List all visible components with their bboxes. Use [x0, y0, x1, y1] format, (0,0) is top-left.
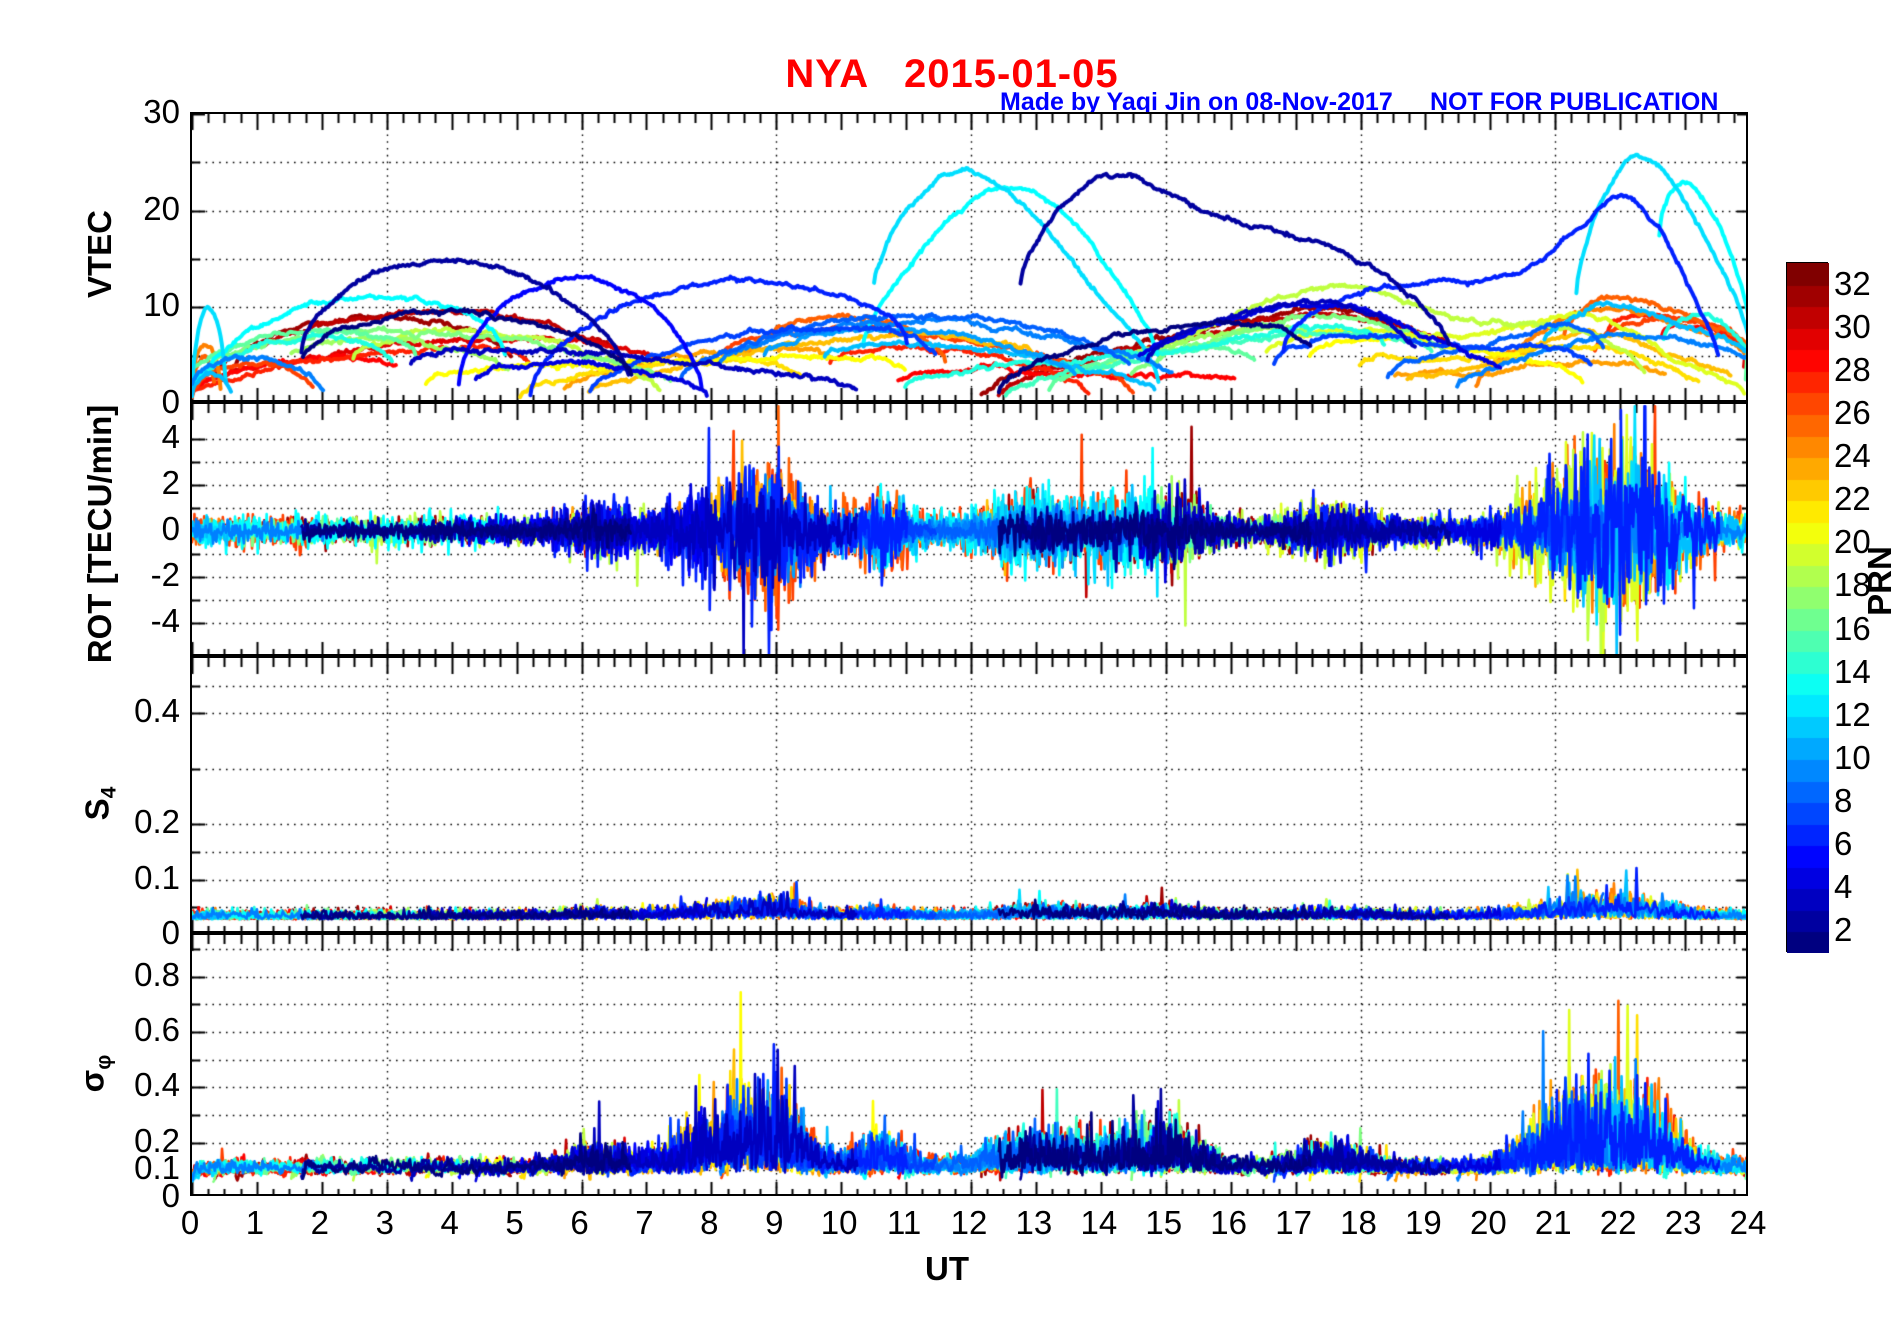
made-by-annotation: Made by Yaqi Jin on 08-Nov-2017 [1000, 88, 1393, 116]
ytick-label: 20 [143, 189, 180, 227]
ylabel-s4: S4 [78, 786, 121, 821]
colorbar-tick-label: 14 [1834, 652, 1871, 690]
xtick-label: 0 [180, 1204, 200, 1241]
yticks-rot: -4 -2 0 2 4 [120, 402, 180, 656]
colorbar-prn [1786, 262, 1829, 953]
ytick-label: 4 [161, 417, 180, 455]
colorbar-tick-label: 30 [1834, 307, 1871, 345]
xtick-label: 16 [1210, 1204, 1248, 1241]
xtick-label: 17 [1275, 1204, 1312, 1241]
xtick-label: 5 [505, 1204, 524, 1241]
yticks-vtec: 0 10 20 30 [120, 93, 180, 420]
xtick-label: 11 [886, 1204, 922, 1241]
colorbar-tick-label: 20 [1834, 523, 1871, 561]
colorbar-tick-label: 6 [1834, 825, 1853, 863]
ytick-label: 2 [161, 463, 180, 501]
yticks-s4: 0 0.1 0.2 0.4 [110, 656, 180, 951]
xtick-label: 6 [570, 1204, 589, 1241]
panel-vtec [190, 112, 1748, 402]
xtick-label: 15 [1145, 1204, 1183, 1241]
colorbar-tick-label: 18 [1834, 566, 1871, 604]
colorbar-tick-label: 26 [1834, 393, 1871, 431]
colorbar-tick-label: 12 [1834, 695, 1871, 733]
colorbar-tick-label: 28 [1834, 350, 1871, 388]
xtick-label: 4 [440, 1204, 459, 1241]
ytick-label: -2 [150, 556, 180, 594]
ytick-label: -4 [150, 602, 180, 640]
xtick-label: 21 [1534, 1204, 1572, 1241]
ytick-label: 0 [161, 914, 180, 951]
ytick-label: 0 [161, 1177, 180, 1214]
ytick-label: 10 [143, 286, 180, 324]
xtick-label: 18 [1340, 1204, 1377, 1241]
ytick-label: 0.4 [134, 692, 180, 730]
page-title: NYA 2015-01-05 [785, 52, 1119, 96]
xtick-label: 19 [1405, 1204, 1442, 1241]
xtick-label: 14 [1080, 1204, 1118, 1241]
ytick-label: 30 [143, 93, 180, 130]
ytick-label: 0.1 [134, 858, 180, 896]
panel-sigma-phi [190, 933, 1748, 1196]
not-for-publication-annotation: NOT FOR PUBLICATION [1430, 88, 1719, 116]
ytick-label: 0.2 [134, 803, 180, 841]
xtick-label: 2 [310, 1204, 330, 1241]
ytick-label: 0 [161, 510, 180, 547]
colorbar-tick-label: 16 [1834, 609, 1871, 647]
colorbar-tick-label: 22 [1834, 480, 1871, 518]
ytick-label: 0.8 [134, 955, 180, 993]
xtick-label: 7 [635, 1204, 654, 1241]
ytick-label: 0.1 [134, 1149, 180, 1187]
colorbar-tick-label: 8 [1834, 782, 1853, 820]
xtick-label: 9 [765, 1204, 784, 1241]
colorbar-label: PRN [1861, 546, 1898, 616]
panel-s4 [190, 656, 1748, 933]
xticks-ut: 0 1 2 3 4 5 6 7 8 9 10 11 12 13 14 15 16 17 18 19 20 21 22 23 24 [0, 1204, 1904, 1248]
ytick-label: 0.4 [134, 1066, 180, 1104]
ytick-label: 0 [161, 383, 180, 420]
colorbar-tick-label: 32 [1834, 264, 1871, 302]
colorbar-ticks: 2 4 6 8 10 12 14 16 18 20 22 24 26 28 30 32 [1834, 262, 1904, 952]
ytick-label: 0.6 [134, 1010, 180, 1048]
xtick-label: 12 [950, 1204, 988, 1241]
xlabel-ut: UT [925, 1250, 969, 1287]
xtick-label: 13 [1015, 1204, 1053, 1241]
panel-rot [190, 402, 1748, 656]
ylabel-sigma-phi: σφ [73, 1054, 116, 1093]
xtick-label: 20 [1469, 1204, 1507, 1241]
colorbar-tick-label: 24 [1834, 437, 1871, 475]
xtick-label: 22 [1599, 1204, 1637, 1241]
xtick-label: 8 [700, 1204, 719, 1241]
xtick-label: 1 [245, 1204, 265, 1241]
yticks-sigma-phi: 0 0.1 0.2 0.4 0.6 0.8 [110, 933, 180, 1214]
xtick-label: 23 [1664, 1204, 1702, 1241]
xtick-label: 10 [820, 1204, 858, 1241]
ytick-label: 0.2 [134, 1121, 180, 1159]
colorbar-tick-label: 10 [1834, 738, 1871, 776]
colorbar-tick-label: 4 [1834, 868, 1853, 906]
colorbar-tick-label: 2 [1834, 911, 1853, 949]
xtick-label: 24 [1729, 1204, 1767, 1241]
xtick-label: 3 [375, 1204, 394, 1241]
